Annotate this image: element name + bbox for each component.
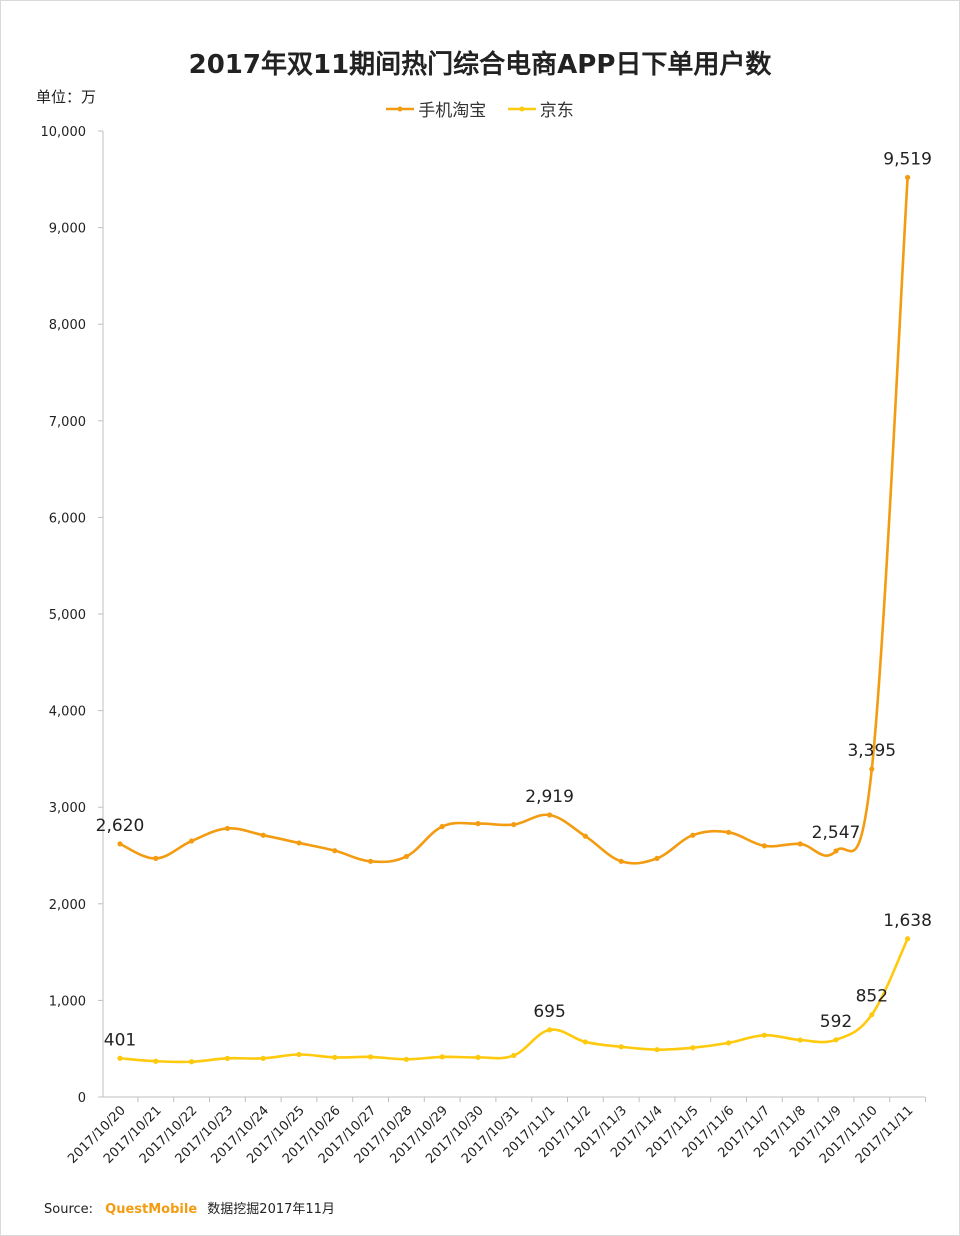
legend-item-taobao[interactable]: 手机淘宝 [386,96,486,121]
data-point-taobao [869,766,875,772]
legend-label-taobao: 手机淘宝 [418,101,487,121]
data-point-taobao [797,841,803,847]
y-tick-label: 1,000 [49,994,86,1009]
source-label: Source: [44,1202,94,1217]
data-point-jd [905,936,911,942]
data-point-taobao [368,858,374,864]
data-point-jd [153,1058,159,1064]
data-point-jd [224,1055,230,1061]
footer-source: Source: QuestMobile 数据挖掘2017年11月 [44,1198,335,1217]
data-label-jd: 401 [104,1030,136,1050]
data-label-jd: 852 [856,987,888,1007]
data-point-taobao [439,823,445,830]
data-point-taobao [690,832,696,838]
data-point-jd [403,1056,409,1062]
data-point-jd [654,1047,660,1053]
data-label-jd: 592 [820,1012,852,1032]
data-point-taobao [654,855,660,861]
unit-label: 单位：万 [36,88,97,106]
data-point-jd [511,1052,517,1059]
data-point-jd [439,1054,445,1060]
legend-label-jd: 京东 [539,101,574,121]
data-point-taobao [905,174,911,181]
legend-swatch-taobao [386,106,415,111]
data-point-jd [869,1012,875,1018]
data-point-jd [833,1037,839,1043]
y-tick-label: 4,000 [49,705,86,720]
data-point-jd [296,1051,302,1058]
data-point-jd [582,1039,589,1045]
legend-swatch-jd [507,106,536,111]
data-point-jd [690,1045,696,1051]
data-point-taobao [224,825,230,832]
data-point-taobao [475,821,481,827]
data-point-jd [547,1027,553,1033]
data-point-taobao [761,843,768,849]
y-tick-label: 7,000 [49,415,86,430]
data-point-taobao [117,841,123,847]
data-point-taobao [332,848,338,854]
data-point-taobao [833,848,839,854]
data-point-jd [618,1044,624,1050]
data-point-jd [117,1055,123,1061]
y-tick-label: 10,000 [41,125,87,140]
data-label-taobao: 2,620 [96,816,145,836]
chart-title: 2017年双11期间热门综合电商APP日下单用户数 [188,50,772,80]
data-label-taobao: 9,519 [883,149,932,169]
y-tick-label: 9,000 [49,222,86,237]
data-point-jd [761,1032,768,1038]
data-point-taobao [726,829,732,835]
legend-item-jd[interactable]: 京东 [507,96,574,121]
data-point-jd [368,1054,374,1060]
data-point-taobao [547,812,553,818]
data-point-taobao [403,853,409,860]
legend: 手机淘宝 京东 [0,96,960,121]
data-label-taobao: 3,395 [847,741,896,761]
data-point-jd [189,1059,195,1065]
data-point-taobao [153,855,159,861]
series-line-jd [119,938,909,1064]
data-point-jd [260,1055,266,1061]
data-point-taobao [260,832,266,838]
y-tick-label: 8,000 [49,318,86,333]
data-point-taobao [189,838,195,844]
y-tick-label: 2,000 [49,898,86,913]
source-note: 数据挖掘2017年11月 [207,1202,335,1217]
data-point-taobao [618,858,624,864]
y-tick-label: 6,000 [49,511,86,526]
data-point-taobao [296,840,302,846]
data-label-jd: 695 [533,1002,565,1022]
data-point-jd [797,1037,803,1043]
y-tick-label: 5,000 [49,608,86,623]
series-line-taobao [119,177,909,865]
data-point-taobao [582,833,589,839]
y-tick-label: 3,000 [49,801,86,816]
data-label-taobao: 2,919 [525,787,574,807]
data-point-jd [332,1054,338,1060]
data-point-taobao [511,821,517,828]
data-point-jd [475,1054,481,1060]
data-label-taobao: 2,547 [812,823,861,843]
brand-name: QuestMobile [105,1202,198,1217]
y-tick-label: 0 [78,1091,86,1106]
data-point-jd [726,1040,732,1046]
data-label-jd: 1,638 [883,911,932,931]
